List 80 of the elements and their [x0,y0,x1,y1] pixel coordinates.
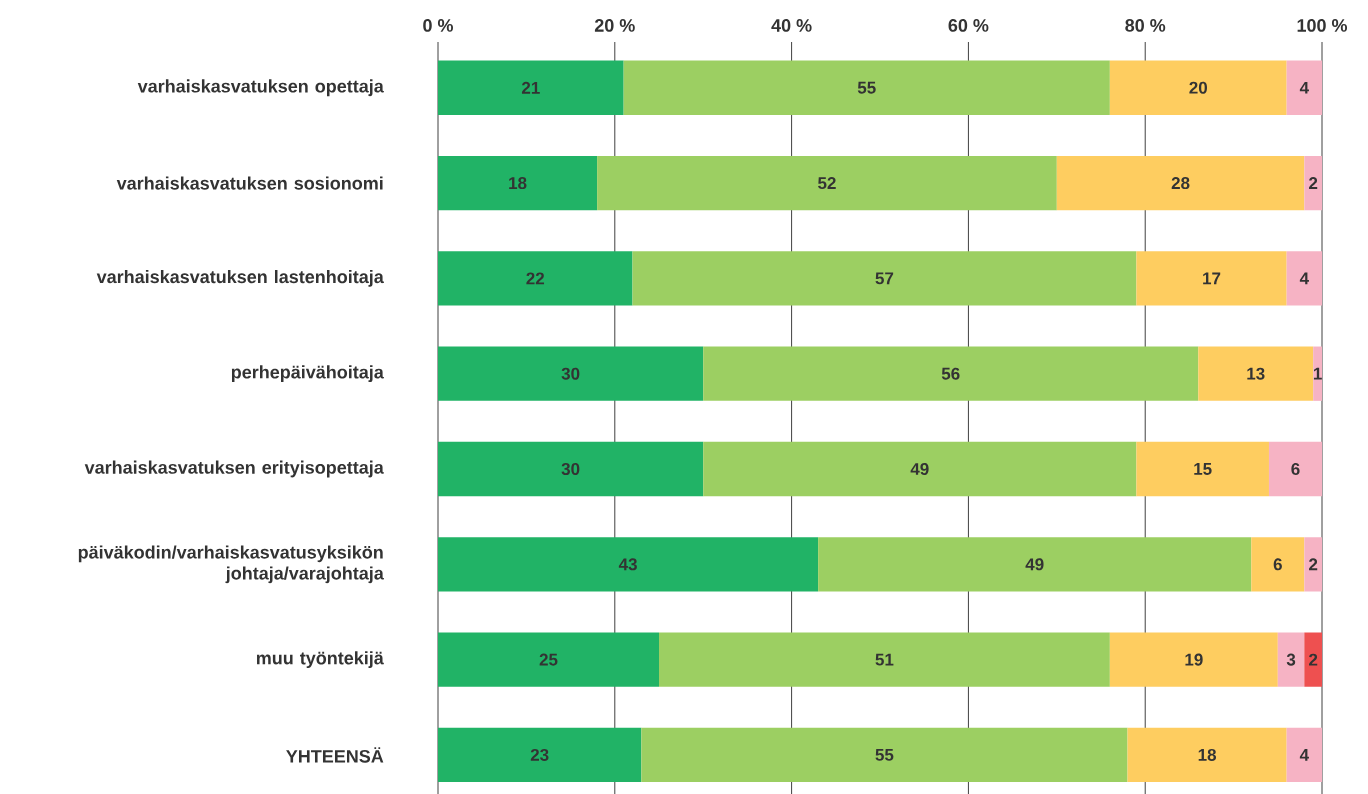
x-tick-label: 40 % [771,19,812,32]
bar [1268,441,1323,497]
bar [1056,155,1305,211]
data-label: 6 [1291,462,1300,476]
bar [641,727,1128,783]
bar [659,632,1110,687]
data-label: 1 [1313,367,1322,380]
bar [438,441,704,497]
bar [1136,441,1269,497]
y-tick-label: YHTEENSÄ [286,747,384,763]
bar [438,155,598,211]
data-label: 21 [521,81,540,94]
data-label: 55 [875,748,894,761]
data-label: 55 [857,81,876,94]
bar [438,346,704,401]
data-label: 19 [1185,653,1203,666]
data-label: 13 [1247,367,1265,380]
x-tick-label: 0 % [423,19,454,32]
x-tick-label: 20 % [594,19,635,32]
x-tick-label: 80 % [1125,19,1166,32]
bar [1136,251,1287,306]
y-tick-label: varhaiskasvatuksen opettaja [137,79,384,97]
data-label: 30 [561,462,580,476]
data-label: 49 [910,462,929,476]
x-tick-label: 60 % [948,19,989,32]
bar [1251,537,1305,592]
bar [597,155,1057,211]
y-tick-label: muu työntekijä [256,651,384,669]
bar [1198,346,1314,401]
data-label: 28 [1171,177,1190,190]
bar [1127,727,1287,783]
data-label: 6 [1273,558,1282,571]
data-label: 22 [526,272,545,285]
bar [1304,537,1323,592]
data-label: 2 [1309,653,1318,666]
data-label: 4 [1299,272,1309,285]
bar [1286,60,1323,115]
data-label: 56 [941,367,960,380]
data-label: 51 [875,653,894,666]
bar [623,60,1110,115]
bar [1313,346,1323,401]
bar [1304,632,1323,687]
data-label: 30 [561,367,580,380]
data-label: 4 [1299,81,1309,94]
y-tick-label: varhaiskasvatuksen lastenhoitaja [96,269,384,287]
data-label: 57 [875,272,894,285]
bar [1286,727,1323,783]
data-label: 18 [509,177,527,190]
data-label: 15 [1194,463,1212,475]
bar [1109,632,1278,687]
bar [1277,632,1305,687]
bar [438,251,633,306]
y-tick-label: päiväkodin/varhaiskasvatusyksikön johtaja/varajohtaja [78,545,384,584]
data-label: 43 [618,558,637,571]
data-label: 2 [1309,558,1318,571]
y-tick-label: varhaiskasvatuksen erityisopettaja [84,460,384,478]
data-label: 20 [1189,81,1207,94]
bar [818,537,1252,592]
data-label: 17 [1203,272,1221,285]
data-label: 4 [1299,749,1309,761]
data-label: 25 [539,653,558,666]
data-label: 18 [1198,748,1217,761]
data-label: 49 [1025,558,1044,571]
y-tick-label: perhepäivähoitaja [231,365,384,383]
data-label: 52 [818,177,836,190]
bar [703,346,1199,401]
bar [703,441,1137,497]
x-tick-label: 100 % [1297,19,1348,32]
bar [1304,155,1323,211]
bar [1286,251,1323,306]
data-label: 23 [530,748,549,761]
bar [438,632,659,687]
y-tick-label: varhaiskasvatuksen sosionomi [116,176,383,190]
bar [438,727,642,783]
bar [1109,60,1287,115]
bar [438,537,819,592]
data-label: 3 [1286,653,1296,666]
bar [438,60,624,115]
bar [632,251,1137,306]
data-label: 2 [1309,177,1318,189]
